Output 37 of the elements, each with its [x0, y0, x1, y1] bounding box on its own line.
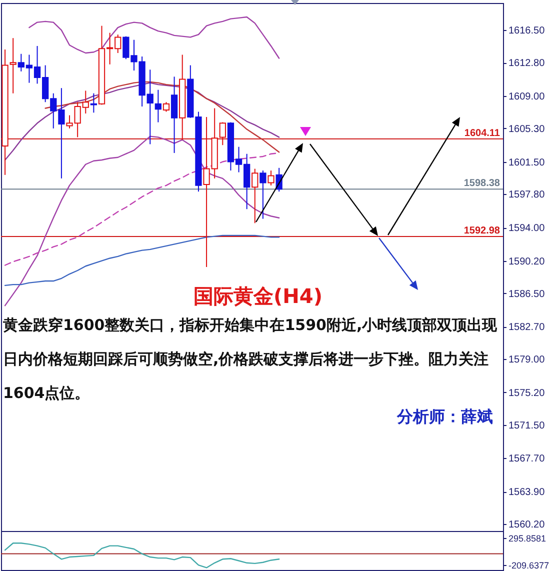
y-tick-label: 1582.70 — [508, 322, 546, 334]
y-tick-label: 1601.50 — [508, 157, 546, 168]
y-tick-label: -209.6377 — [508, 560, 550, 571]
y-tick-label: 1586.50 — [508, 288, 546, 300]
candlestick — [170, 76, 178, 154]
y-tick-label: 1575.20 — [508, 388, 546, 399]
candlestick — [252, 168, 258, 224]
y-tick-label: 1605.30 — [508, 124, 546, 135]
candlestick — [162, 102, 170, 112]
y-tick-label: 1579.00 — [508, 354, 546, 366]
y-tick-label: 1616.50 — [508, 26, 546, 37]
y-tick-label: 1590.20 — [508, 256, 546, 268]
y-tick-label: 1609.00 — [508, 91, 546, 102]
ref-line-label: 1604.11 — [464, 128, 500, 139]
y-tick-label: 1594.00 — [508, 223, 546, 234]
ref-line-label: 1592.98 — [464, 225, 500, 236]
candlestick — [260, 170, 266, 220]
line-series — [44, 81, 280, 153]
candlestick — [219, 122, 226, 146]
candlestick — [154, 89, 162, 123]
candlestick — [268, 170, 274, 186]
y-tick-label: 1571.50 — [508, 420, 546, 432]
line-series — [4, 82, 280, 161]
y-tick-label: 1597.80 — [508, 190, 546, 201]
y-tick-label: 1567.70 — [508, 454, 546, 465]
y-tick-label: 1612.80 — [508, 58, 546, 70]
annotation: 黄金跌穿1600整数关口，指标开始集中在1590附近,小时线顶部双顶出现日内价格短期回踩后可顺势做空,价格跌破支撑后将进一步下挫。阻力关注1604点位。 — [2, 316, 498, 402]
line-series — [28, 16, 280, 59]
y-tick-label: 1563.90 — [508, 487, 546, 498]
text: 国际黄金(H4) — [194, 284, 322, 308]
candlestick — [10, 38, 16, 94]
text: 分析师：薛斌 — [396, 407, 493, 426]
line-series — [4, 542, 280, 568]
y-tick-label: 295.8581 — [508, 534, 546, 544]
y-tick-label: 1560.20 — [508, 519, 546, 530]
line-series — [4, 234, 280, 286]
ref-line-label: 1598.38 — [464, 178, 500, 190]
